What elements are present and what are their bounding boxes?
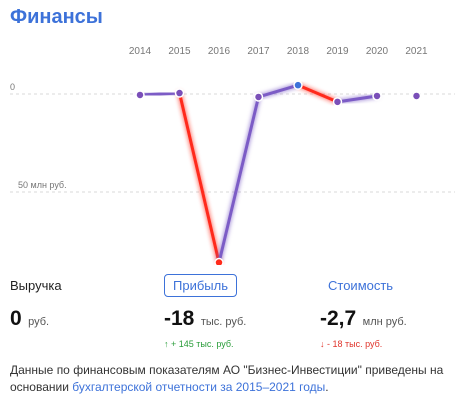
tab-profit[interactable]: Прибыль <box>164 274 237 297</box>
x-tick-label: 2020 <box>366 46 389 57</box>
revenue-metric: Выручка 0 руб. <box>10 278 62 331</box>
section-title: Финансы <box>10 6 103 28</box>
data-point <box>174 88 185 98</box>
x-tick-label: 2018 <box>287 46 310 57</box>
x-tick-label: 2014 <box>129 46 152 57</box>
data-point <box>214 257 224 265</box>
x-tick-label: 2015 <box>168 46 191 57</box>
series-line-segment <box>138 91 181 97</box>
tab-cost[interactable]: Стоимость <box>328 278 394 293</box>
x-tick-label: 2016 <box>208 46 231 57</box>
x-tick-label: 2019 <box>326 46 349 57</box>
profit-delta: ↑ + 145 тыс. руб. <box>164 339 234 349</box>
cost-metric: Стоимость -2,7 млн руб. ↓ - 18 тыс. руб. <box>320 278 407 349</box>
data-point <box>135 90 145 100</box>
data-point <box>253 92 264 102</box>
footer-note: Данные по финансовым показателям АО "Биз… <box>10 362 455 396</box>
series-line-segment <box>336 94 379 104</box>
cost-value: -2,7 <box>320 307 357 330</box>
cost-unit: млн руб. <box>362 316 407 328</box>
series-line-segment <box>296 83 339 104</box>
y-tick-label: 0 <box>10 82 15 92</box>
x-tick-label: 2017 <box>247 46 270 57</box>
x-tick-label: 2021 <box>405 46 428 57</box>
data-point <box>411 91 422 101</box>
series-line-segment <box>217 95 260 265</box>
revenue-label: Выручка <box>10 278 62 293</box>
footer-text: Данные по финансовым показателям АО "Биз… <box>10 363 444 394</box>
data-point <box>372 91 382 101</box>
profit-value: -18 <box>164 307 195 330</box>
revenue-value: 0 <box>10 307 22 330</box>
footer-end: . <box>325 380 329 394</box>
cost-delta: ↓ - 18 тыс. руб. <box>320 339 383 349</box>
series-line-segment <box>257 83 300 99</box>
series-line-segment <box>178 91 221 265</box>
data-point <box>332 97 343 107</box>
revenue-unit: руб. <box>28 316 50 328</box>
data-point <box>293 80 303 90</box>
profit-unit: тыс. руб. <box>200 316 247 328</box>
profit-metric: Прибыль -18 тыс. руб. ↑ + 145 тыс. руб. <box>164 274 246 349</box>
footer-link[interactable]: бухгалтерской отчетности за 2015–2021 го… <box>72 380 326 394</box>
finance-chart: 0 50 млн руб. 2014 2015 2016 2017 2018 2019 202… <box>10 46 455 265</box>
y-tick-label: 50 млн руб. <box>18 180 67 190</box>
